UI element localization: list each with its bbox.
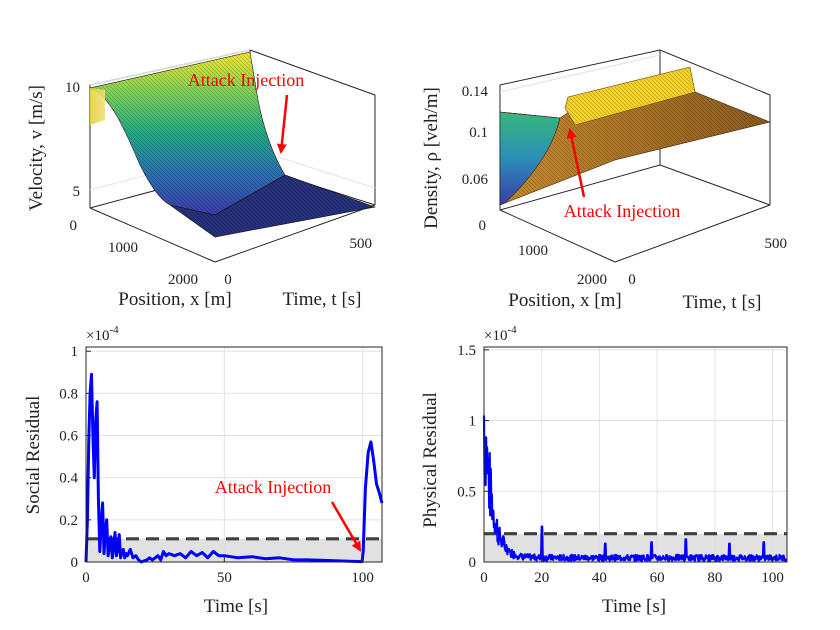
den-xtick-0: 0: [479, 218, 487, 234]
den-ttick-500: 500: [765, 236, 788, 252]
p4-xtick-label: 40: [592, 570, 607, 586]
physical-ylabel: Physical Residual: [420, 392, 441, 528]
density-x-axis: [499, 209, 616, 263]
den-ztick-01: 0.1: [469, 125, 488, 141]
p3-ytick-label: 0.2: [59, 513, 78, 529]
p4-xtick-label: 60: [650, 570, 665, 586]
p4-xtick-label: 20: [534, 570, 549, 586]
social-attack-arrow: [330, 501, 362, 552]
social-ylabel: Social Residual: [23, 396, 44, 515]
den-ztick-006: 0.06: [462, 172, 489, 188]
den-ztick-014: 0.14: [462, 84, 489, 100]
p4-ytick-label: 0: [469, 555, 477, 571]
vel-tlabel: Time, t [s]: [282, 289, 361, 310]
physical-xlabel: Time [s]: [602, 596, 666, 617]
p3-ytick-label: 0.8: [59, 386, 78, 402]
p3-ytick-label: 0: [71, 555, 79, 571]
velocity-surface: [88, 51, 377, 238]
physical-residual-series: [482, 415, 788, 562]
physical-axes-box: [483, 346, 788, 563]
physical-residual-panel: 0 20 40 60 80 100 0 0.5 1 1.5 ×10-4 Physical Resi…: [420, 324, 788, 617]
p4-xtick-label: 80: [707, 570, 722, 586]
den-xlabel: Position, x [m]: [508, 290, 621, 311]
velocity-t-axis: [214, 204, 376, 263]
vel-xtick-1000: 1000: [108, 240, 138, 256]
vel-attack-annotation: Attack Injection: [188, 70, 304, 90]
social-ticks: 0 50 100 0 0.2 0.4 0.6 0.8 1: [59, 344, 374, 586]
vel-ttick-0: 0: [224, 272, 232, 288]
density-t-axis: [614, 204, 771, 263]
social-exponent: ×10-4: [86, 324, 119, 344]
p3-ytick-label: 0.4: [59, 471, 78, 487]
vel-ztick-0: 0: [70, 218, 78, 234]
p4-xtick-label: 100: [761, 570, 784, 586]
p3-ytick-label: 1: [71, 344, 79, 360]
p4-ytick-label: 1.5: [457, 343, 476, 359]
velocity-surface-panel: 10 5 0 1000 2000 0 500 Velocity, v [m/s]…: [26, 49, 377, 310]
den-ttick-0: 0: [628, 272, 636, 288]
den-zlabel: Density, ρ [veh/m]: [421, 87, 442, 229]
velocity-x-axis: [89, 207, 216, 263]
social-xlabel: Time [s]: [204, 596, 268, 617]
social-axes-box: [85, 346, 383, 563]
vel-xlabel: Position, x [m]: [118, 289, 231, 310]
p3-ytick-label: 0.6: [59, 429, 78, 445]
density-surface-panel: 0.14 0.1 0.06 0 1000 2000 0 500 Density,…: [421, 49, 788, 313]
vel-ttick-500: 500: [350, 236, 373, 252]
social-residual-panel: 0 50 100 0 0.2 0.4 0.6 0.8 1 ×10-4 Social Residu…: [23, 324, 384, 617]
vel-zlabel: Velocity, v [m/s]: [26, 85, 47, 211]
den-xtick-2000: 2000: [577, 272, 607, 288]
p3-xtick-label: 0: [82, 570, 90, 586]
p4-ytick-label: 0.5: [457, 484, 476, 500]
den-attack-arrow: [566, 128, 586, 198]
p4-xtick-label: 0: [480, 570, 488, 586]
vel-ztick-5: 5: [73, 184, 81, 200]
physical-exponent: ×10-4: [484, 324, 517, 344]
p4-ytick-label: 1: [469, 414, 477, 430]
den-xtick-1000: 1000: [518, 243, 548, 259]
vel-xtick-2000: 2000: [168, 272, 198, 288]
den-attack-annotation: Attack Injection: [564, 201, 680, 221]
social-residual-series: [84, 372, 384, 564]
density-surface: [499, 66, 771, 206]
den-tlabel: Time, t [s]: [682, 292, 761, 313]
vel-attack-arrow: [276, 94, 289, 154]
physical-grid: [483, 347, 787, 563]
social-attack-annotation: Attack Injection: [215, 477, 331, 497]
vel-ztick-10: 10: [65, 80, 80, 96]
p3-xtick-label: 50: [217, 570, 232, 586]
p3-xtick-label: 100: [351, 570, 374, 586]
social-grid: [85, 347, 382, 563]
physical-ticks: 0 20 40 60 80 100 0 0.5 1 1.5: [457, 343, 784, 586]
